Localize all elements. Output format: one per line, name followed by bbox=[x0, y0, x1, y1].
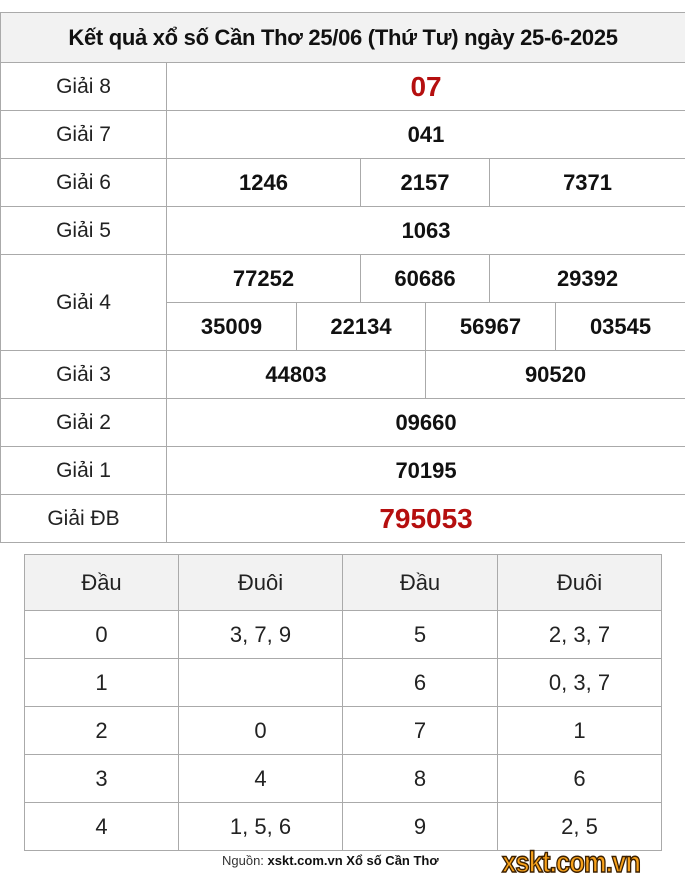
prize-row-3: Giải 3 44803 90520 bbox=[0, 350, 685, 399]
loto-row: 0 3, 7, 9 5 2, 3, 7 bbox=[24, 610, 662, 659]
prize-row-6: Giải 6 1246 2157 7371 bbox=[0, 158, 685, 207]
prize-row-1: Giải 1 70195 bbox=[0, 446, 685, 495]
prize-row-7: Giải 7 041 bbox=[0, 110, 685, 159]
loto-cell: 1, 5, 6 bbox=[178, 802, 343, 851]
prize-row-5: Giải 5 1063 bbox=[0, 206, 685, 255]
loto-cell: 1 bbox=[24, 658, 179, 707]
prize-row-special: Giải ĐB 795053 bbox=[0, 494, 685, 543]
loto-cell: 7 bbox=[342, 706, 498, 755]
prize-label: Giải ĐB bbox=[0, 494, 167, 543]
source-footer: Nguồn: xskt.com.vn Xổ số Cần Thơ bbox=[222, 853, 439, 868]
source-link[interactable]: xskt.com.vn Xổ số Cần Thơ bbox=[267, 853, 439, 868]
special-prize-number: 795053 bbox=[165, 494, 685, 543]
header-cell: Đầu bbox=[24, 554, 179, 611]
loto-cell: 6 bbox=[342, 658, 498, 707]
loto-cell: 2, 3, 7 bbox=[497, 610, 662, 659]
prize-number: 03545 bbox=[554, 302, 685, 351]
prize-number: 56967 bbox=[425, 302, 556, 351]
loto-cell bbox=[178, 658, 343, 707]
prize-label: Giải 3 bbox=[0, 350, 167, 399]
loto-cell: 0 bbox=[178, 706, 343, 755]
prize-number: 35009 bbox=[166, 302, 297, 351]
loto-cell: 5 bbox=[342, 610, 498, 659]
loto-cell: 1 bbox=[497, 706, 662, 755]
loto-cell: 6 bbox=[497, 754, 662, 803]
prize-label: Giải 4 bbox=[0, 254, 167, 351]
loto-cell: 9 bbox=[342, 802, 498, 851]
loto-cell: 3, 7, 9 bbox=[178, 610, 343, 659]
prize-number: 1246 bbox=[166, 158, 361, 207]
prize-number: 70195 bbox=[165, 446, 685, 495]
prize-label: Giải 8 bbox=[0, 62, 167, 111]
prize-number: 44803 bbox=[166, 350, 426, 399]
prize-number: 60686 bbox=[360, 254, 490, 303]
loto-row: 1 6 0, 3, 7 bbox=[24, 658, 662, 707]
prize-label: Giải 1 bbox=[0, 446, 167, 495]
loto-header: Đầu Đuôi Đầu Đuôi bbox=[24, 554, 662, 611]
loto-cell: 0, 3, 7 bbox=[497, 658, 662, 707]
header-cell: Đuôi bbox=[178, 554, 343, 611]
loto-cell: 2, 5 bbox=[497, 802, 662, 851]
prize-number: 22134 bbox=[296, 302, 426, 351]
prize-number: 1063 bbox=[165, 206, 685, 255]
prize-number: 041 bbox=[165, 110, 685, 159]
prize-number: 7371 bbox=[488, 158, 685, 207]
site-logo: xskt.com.vn bbox=[501, 845, 641, 880]
prize-label: Giải 6 bbox=[0, 158, 167, 207]
prize-number: 90520 bbox=[424, 350, 685, 399]
loto-row: 4 1, 5, 6 9 2, 5 bbox=[24, 802, 662, 851]
loto-cell: 8 bbox=[342, 754, 498, 803]
loto-cell: 3 bbox=[24, 754, 179, 803]
header-cell: Đầu bbox=[342, 554, 498, 611]
prize-row-8: Giải 8 07 bbox=[0, 62, 685, 111]
source-prefix: Nguồn: bbox=[222, 853, 264, 868]
prize-number: 07 bbox=[165, 62, 685, 111]
prize-number: 2157 bbox=[360, 158, 490, 207]
prize-number: 77252 bbox=[166, 254, 361, 303]
prize-label: Giải 5 bbox=[0, 206, 167, 255]
prize-row-2: Giải 2 09660 bbox=[0, 398, 685, 447]
prize-label: Giải 2 bbox=[0, 398, 167, 447]
prize-number: 09660 bbox=[165, 398, 685, 447]
header-cell: Đuôi bbox=[497, 554, 662, 611]
loto-cell: 0 bbox=[24, 610, 179, 659]
loto-table: Đầu Đuôi Đầu Đuôi 0 3, 7, 9 5 2, 3, 7 1 6 0, 3, 7… bbox=[24, 554, 662, 851]
prize-label: Giải 7 bbox=[0, 110, 167, 159]
page-title: Kết quả xổ số Cần Thơ 25/06 (Thứ Tư) ngà… bbox=[0, 12, 685, 63]
loto-cell: 4 bbox=[178, 754, 343, 803]
results-table: Kết quả xổ số Cần Thơ 25/06 (Thứ Tư) ngà… bbox=[0, 12, 685, 543]
prize-number: 29392 bbox=[488, 254, 685, 303]
prize-row-4: Giải 4 77252 60686 29392 bbox=[0, 254, 685, 351]
loto-cell: 2 bbox=[24, 706, 179, 755]
loto-cell: 4 bbox=[24, 802, 179, 851]
